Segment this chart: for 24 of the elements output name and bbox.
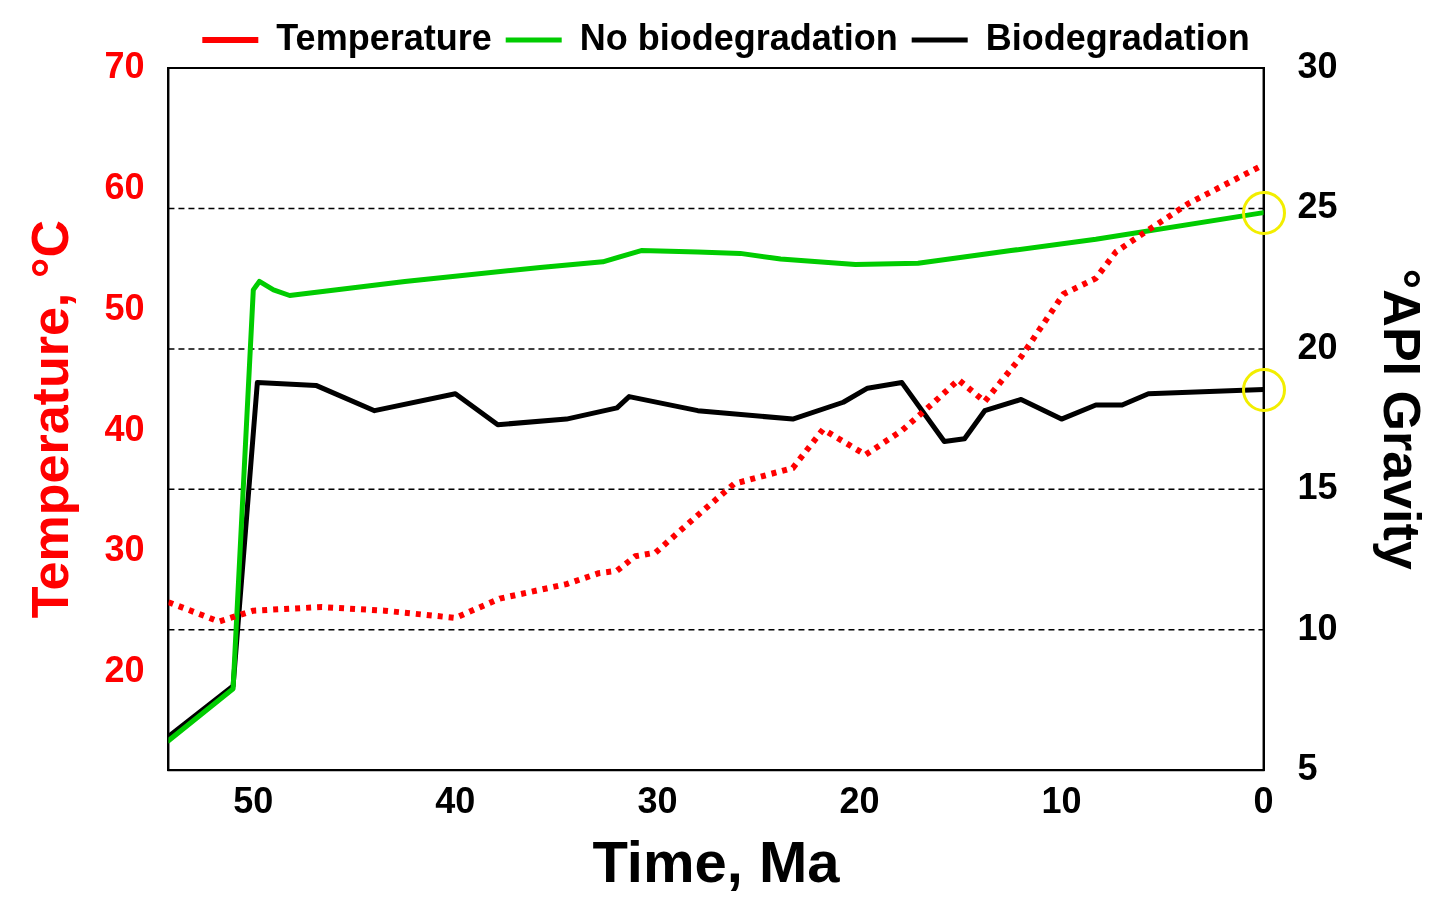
y-tick-label: 60 [104, 165, 145, 207]
y-tick-label: 70 [104, 44, 145, 86]
y-tick-label: 40 [104, 407, 145, 449]
x-tick-label: 20 [839, 779, 880, 821]
y-tick-label: 50 [104, 286, 145, 328]
x-tick-label: 30 [637, 779, 678, 821]
y2-tick-label: 25 [1297, 185, 1338, 227]
y2-tick-label: 10 [1297, 606, 1338, 648]
x-tick-label: 40 [435, 779, 476, 821]
legend-label: Temperature [276, 16, 492, 58]
y2-tick-label: 30 [1297, 44, 1338, 86]
x-tick-label: 0 [1253, 779, 1274, 821]
y-tick-label: 20 [104, 649, 145, 691]
y2-tick-label: 15 [1297, 466, 1338, 508]
y2-tick-label: 5 [1297, 747, 1318, 789]
x-tick-label: 10 [1041, 779, 1082, 821]
y2-tick-label: 20 [1297, 325, 1338, 367]
y-axis-title: Temperature, °C [20, 219, 79, 619]
y-tick-label: 30 [104, 528, 145, 570]
legend-label: No biodegradation [579, 16, 898, 58]
x-tick-label: 50 [233, 779, 274, 821]
legend-label: Biodegradation [985, 16, 1250, 58]
x-axis-title: Time, Ma [592, 829, 841, 895]
y2-axis-title: °API Gravity [1373, 268, 1432, 570]
